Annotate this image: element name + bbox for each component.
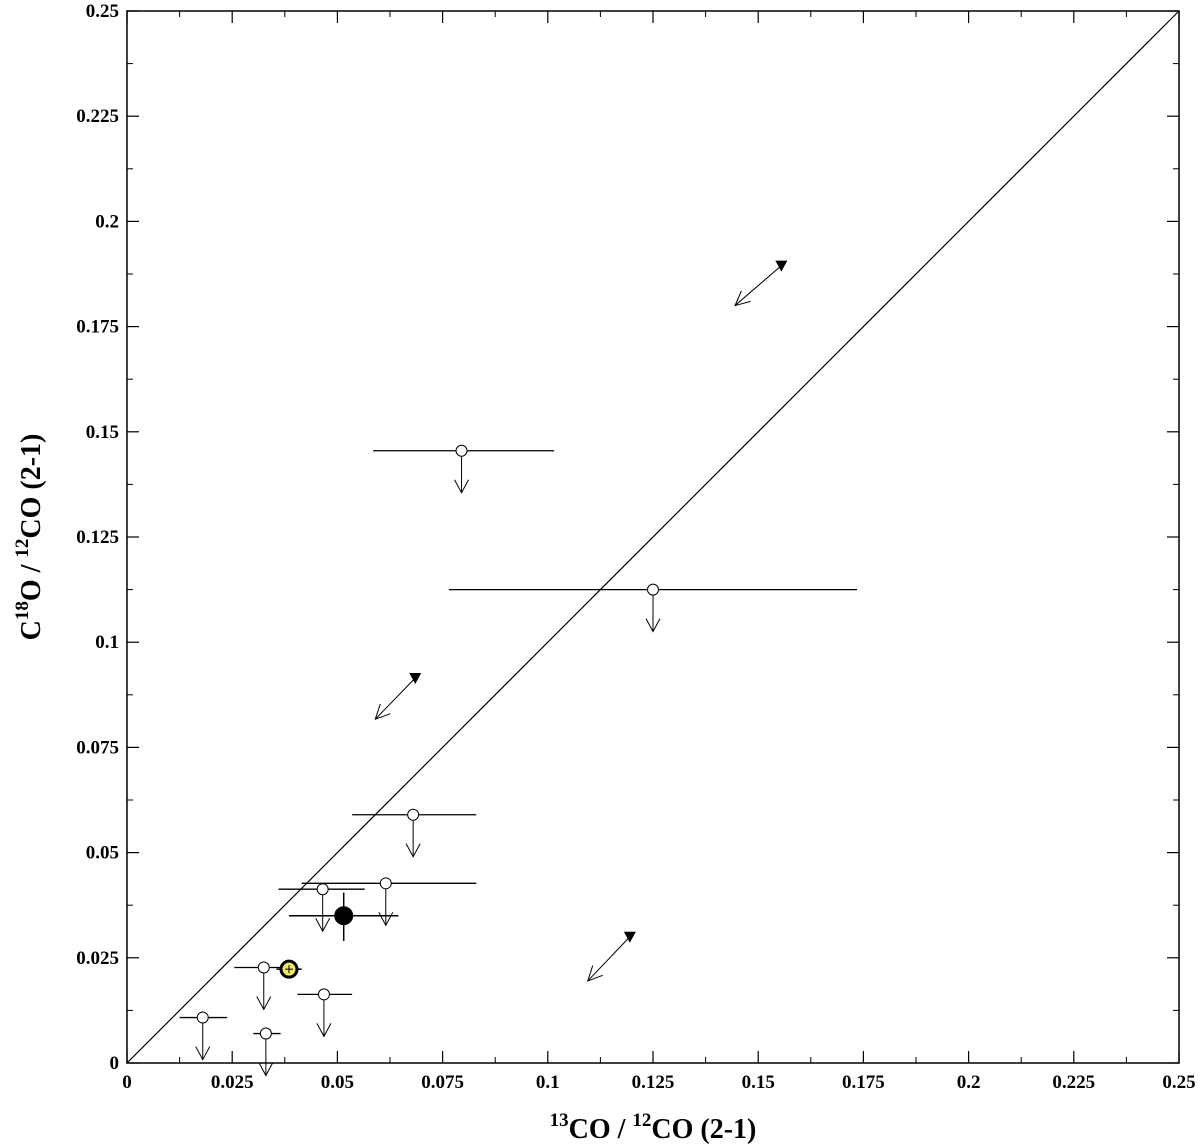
vector-triangle-marker: [409, 672, 422, 684]
x-axis-title-sup2: 12: [632, 1110, 651, 1131]
upper-limit-arrow-head: [315, 917, 331, 933]
x-tick-label: 0.225: [1052, 1072, 1095, 1093]
axis-ticks: 0 0.025 0.05 0.075 0.1 0.125 0.15 0.175 0.2 0.225…: [76, 1, 1195, 1093]
x-axis-title-sup1: 13: [550, 1110, 569, 1131]
upper-limit-point: [278, 883, 365, 933]
detection-point: [276, 959, 302, 979]
x-tick-label: 0.175: [842, 1072, 885, 1093]
upper-limit-point: [253, 1027, 281, 1077]
x-tick-label: 0.05: [321, 1072, 354, 1093]
upper-limit-arrow-head: [316, 1023, 332, 1038]
vector-triangle-marker: [623, 931, 636, 943]
upper-limit-point: [179, 1011, 228, 1061]
vector-arrow-head: [586, 965, 603, 982]
vector-arrow: [734, 260, 788, 307]
upper-limit-arrow-head: [645, 618, 661, 633]
y-tick-label: 0.225: [76, 106, 119, 127]
y-axis-title-sup1: 18: [12, 601, 33, 620]
y-tick-label: 0.05: [86, 843, 119, 864]
upper-limit-arrow-head: [195, 1046, 211, 1061]
vector-arrow: [374, 672, 422, 721]
filled-black-marker: [334, 906, 354, 926]
vector-shaft: [374, 677, 416, 720]
x-axis-title-text1: CO /: [569, 1114, 633, 1145]
y-tick-label: 0.175: [76, 317, 119, 338]
reference-line: [126, 10, 1180, 1064]
upper-limit-arrow-head: [378, 912, 394, 927]
y-axis-title-sup2: 12: [12, 539, 33, 558]
vector-triangle-marker: [775, 260, 788, 272]
vector-arrow-head: [734, 290, 751, 307]
upper-limit-point: [297, 988, 353, 1038]
y-tick-label: 0.075: [76, 737, 119, 758]
upper-limit-arrow-head: [454, 479, 469, 494]
upper-limit-point: [234, 961, 287, 1011]
y-tick-label: 0.125: [76, 527, 119, 548]
vector-shaft: [587, 936, 631, 982]
y-axis-title: C18O / 12CO (2-1): [12, 434, 47, 641]
open-circle-marker: [257, 961, 270, 974]
reference-line-group: [126, 10, 1180, 1064]
upper-limit-point: [301, 877, 477, 927]
x-tick-label: 0.025: [211, 1072, 254, 1093]
x-axis-title: 13CO / 12CO (2-1): [550, 1110, 757, 1145]
data-marks: [179, 260, 858, 1077]
y-tick-label: 0: [110, 1053, 120, 1074]
open-circle-marker: [196, 1011, 209, 1024]
y-tick-label: 0.1: [95, 632, 119, 653]
x-tick-label: 0.1: [536, 1072, 560, 1093]
y-tick-label: 0.25: [86, 1, 119, 22]
vector-shaft: [734, 265, 782, 306]
y-axis-title-text1: O /: [16, 558, 47, 602]
x-tick-label: 0: [122, 1072, 132, 1093]
detection-point: [289, 892, 399, 941]
open-circle-marker: [317, 988, 330, 1001]
x-tick-label: 0.25: [1162, 1072, 1195, 1093]
open-circle-marker: [379, 877, 392, 890]
x-tick-label: 0.2: [957, 1072, 981, 1093]
upper-limit-arrow-head: [258, 1062, 274, 1077]
upper-limit-point: [448, 583, 858, 633]
upper-limit-arrow-head: [405, 843, 421, 858]
x-axis-title-text2: CO (2-1): [651, 1114, 756, 1145]
upper-limit-point: [352, 808, 477, 858]
upper-limit-arrow-head: [256, 996, 272, 1011]
x-tick-label: 0.075: [421, 1072, 464, 1093]
y-tick-label: 0.15: [86, 422, 119, 443]
upper-limit-point: [373, 444, 555, 494]
open-circle-marker: [407, 808, 420, 821]
open-circle-marker: [316, 883, 329, 896]
y-axis-title-text2: CO (2-1): [16, 434, 47, 539]
x-tick-label: 0.15: [742, 1072, 775, 1093]
open-circle-marker: [455, 444, 468, 457]
open-circle-marker: [647, 583, 659, 596]
y-axis-title-pre: C: [16, 620, 47, 640]
open-circle-marker: [259, 1027, 272, 1040]
vector-arrow: [586, 931, 636, 982]
vector-arrow-head: [374, 703, 391, 721]
y-tick-label: 0.025: [76, 948, 119, 969]
x-tick-label: 0.125: [632, 1072, 675, 1093]
y-tick-label: 0.2: [95, 211, 119, 232]
